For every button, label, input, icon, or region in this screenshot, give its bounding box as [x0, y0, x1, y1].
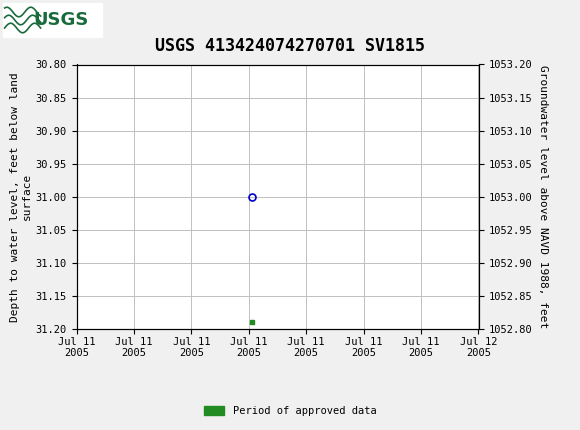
Y-axis label: Groundwater level above NAVD 1988, feet: Groundwater level above NAVD 1988, feet	[538, 65, 548, 329]
Bar	[3, 3, 102, 37]
Text: USGS: USGS	[33, 11, 89, 29]
Y-axis label: Depth to water level, feet below land
surface: Depth to water level, feet below land su…	[10, 72, 31, 322]
Text: USGS 413424074270701 SV1815: USGS 413424074270701 SV1815	[155, 37, 425, 55]
Legend: Period of approved data: Period of approved data	[200, 402, 380, 421]
